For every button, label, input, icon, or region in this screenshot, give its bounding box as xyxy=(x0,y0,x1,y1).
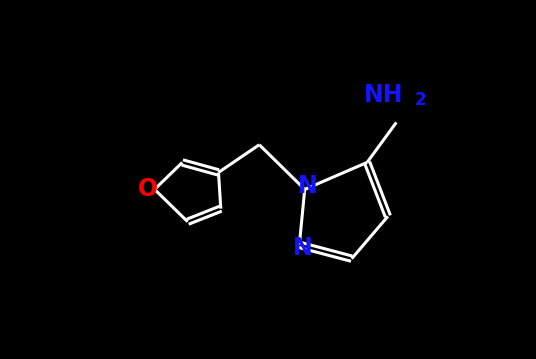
Text: 2: 2 xyxy=(415,91,427,109)
Text: N: N xyxy=(293,236,312,260)
Text: N: N xyxy=(298,174,318,198)
Text: NH: NH xyxy=(364,83,403,107)
Text: O: O xyxy=(138,177,159,201)
